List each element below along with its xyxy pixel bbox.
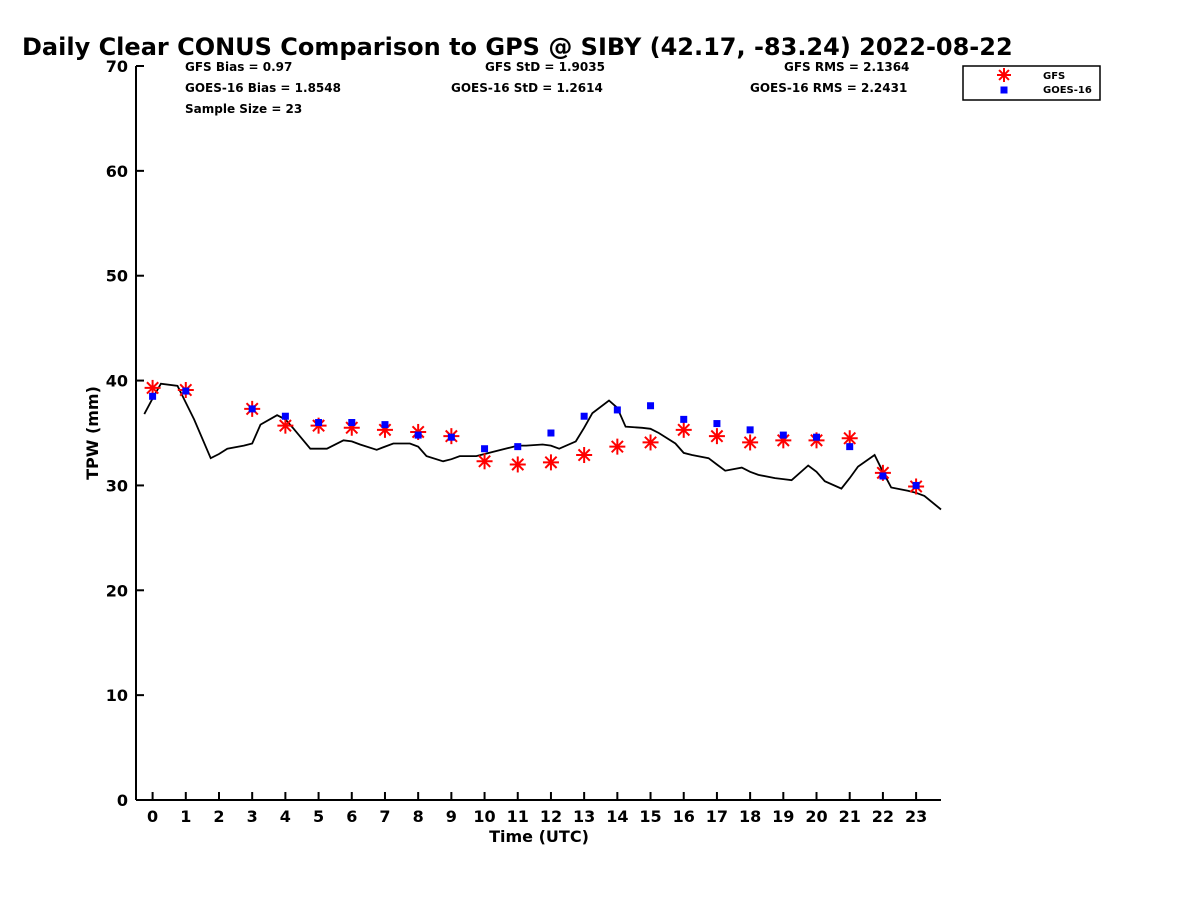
- gfs-point: [144, 379, 161, 396]
- y-tick-label: 50: [106, 267, 128, 286]
- x-tick-label: 11: [507, 807, 529, 826]
- sample-size-text: Sample Size = 23: [185, 102, 302, 116]
- goes-bias-text: GOES-16 Bias = 1.8548: [185, 81, 341, 95]
- legend: GFS GOES-16: [962, 65, 1101, 101]
- x-tick-label: 16: [673, 807, 695, 826]
- goes-point: [315, 419, 323, 427]
- x-tick-label: 7: [379, 807, 390, 826]
- axes: [135, 66, 941, 801]
- stats-block: GFS Bias = 0.97 GOES-16 Bias = 1.8548 Sa…: [185, 60, 909, 116]
- goes-point: [580, 412, 588, 420]
- gfs-point: [542, 454, 559, 471]
- x-tick-label: 17: [706, 807, 728, 826]
- goes-point: [613, 406, 621, 414]
- y-axis-label: TPW (mm): [83, 386, 102, 480]
- goes-point: [447, 433, 455, 441]
- goes-point: [281, 412, 289, 420]
- goes-point: [248, 405, 256, 413]
- goes-point: [647, 402, 655, 410]
- x-tick-label: 15: [639, 807, 661, 826]
- y-tick-label: 0: [117, 791, 128, 810]
- x-tick-label: 0: [147, 807, 158, 826]
- gfs-point: [675, 421, 692, 438]
- gfs-rms-text: GFS RMS = 2.1364: [784, 60, 909, 74]
- x-ticks: 0 1 2 3 4 5 6 7 8 9 10 11 12 13 14 15 16 17 18 19 20 21 22 23: [147, 792, 927, 826]
- gfs-bias-text: GFS Bias = 0.97: [185, 60, 292, 74]
- gfs-point: [642, 434, 659, 451]
- goes-point: [414, 431, 422, 439]
- x-tick-label: 12: [540, 807, 562, 826]
- goes-point: [879, 472, 887, 480]
- gfs-point: [277, 417, 294, 434]
- gfs-point: [476, 453, 493, 470]
- legend-box: [962, 65, 1101, 101]
- legend-goes-label: GOES-16: [1043, 85, 1092, 96]
- gfs-point: [609, 438, 626, 455]
- x-tick-label: 19: [772, 807, 794, 826]
- x-tick-label: 1: [180, 807, 191, 826]
- x-tick-label: 6: [346, 807, 357, 826]
- goes-point: [846, 443, 854, 451]
- goes-point: [182, 387, 190, 395]
- y-tick-label: 70: [106, 57, 128, 76]
- gps-series-line: [143, 382, 942, 511]
- goes-rms-text: GOES-16 RMS = 2.2431: [750, 81, 907, 95]
- gfs-point: [576, 447, 593, 464]
- x-tick-label: 3: [247, 807, 258, 826]
- goes-point: [779, 431, 787, 439]
- legend-gfs-label: GFS: [1043, 71, 1065, 82]
- chart-title: Daily Clear CONUS Comparison to GPS @ SI…: [22, 33, 1013, 61]
- x-tick-label: 5: [313, 807, 324, 826]
- goes-point: [381, 421, 389, 429]
- gfs-point: [708, 428, 725, 445]
- goes-point: [680, 415, 688, 423]
- x-tick-label: 14: [606, 807, 628, 826]
- x-axis-label: Time (UTC): [489, 827, 589, 846]
- legend-gfs-asterisk: [997, 68, 1011, 82]
- gfs-std-text: GFS StD = 1.9035: [485, 60, 605, 74]
- goes-point: [481, 445, 489, 453]
- plot-area: [143, 379, 942, 511]
- x-tick-label: 4: [280, 807, 291, 826]
- gfs-point: [509, 456, 526, 473]
- goes-point: [912, 481, 920, 489]
- x-tick-label: 21: [839, 807, 861, 826]
- y-tick-label: 10: [106, 686, 128, 705]
- x-tick-label: 9: [446, 807, 457, 826]
- goes-point: [348, 419, 356, 427]
- gfs-point: [841, 430, 858, 447]
- x-tick-label: 22: [872, 807, 894, 826]
- legend-gfs-marker: [997, 68, 1011, 82]
- x-tick-label: 10: [473, 807, 495, 826]
- y-ticks: 0 10 20 30 40 50 60 70: [106, 57, 144, 810]
- x-tick-label: 18: [739, 807, 761, 826]
- goes-point: [514, 443, 522, 451]
- y-tick-label: 40: [106, 372, 128, 391]
- goes-point: [813, 433, 821, 441]
- goes-point: [713, 420, 721, 428]
- goes-point: [746, 426, 754, 434]
- x-tick-label: 20: [805, 807, 827, 826]
- y-tick-label: 20: [106, 581, 128, 600]
- x-tick-label: 8: [413, 807, 424, 826]
- goes-point: [547, 429, 555, 437]
- x-tick-label: 13: [573, 807, 595, 826]
- x-tick-label: 2: [213, 807, 224, 826]
- y-tick-label: 30: [106, 476, 128, 495]
- legend-goes-marker: [1000, 86, 1008, 94]
- goes-std-text: GOES-16 StD = 1.2614: [451, 81, 603, 95]
- x-tick-label: 23: [905, 807, 927, 826]
- gfs-point: [742, 434, 759, 451]
- goes-point: [149, 392, 157, 400]
- y-tick-label: 60: [106, 162, 128, 181]
